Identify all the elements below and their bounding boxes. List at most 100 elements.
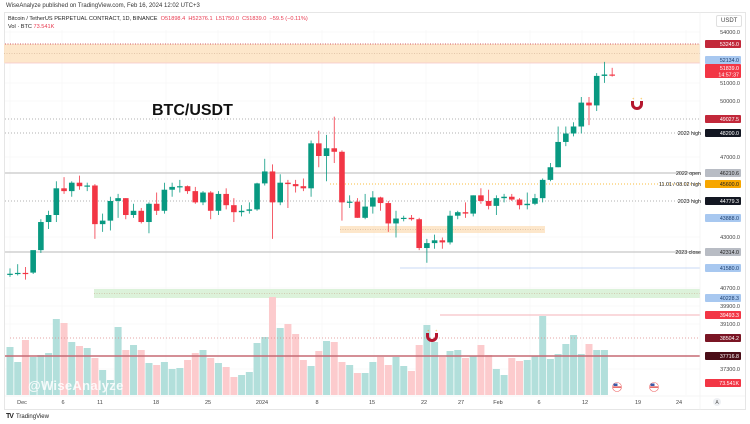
candle-body[interactable] [400,217,407,220]
volume-bar [423,325,431,395]
candle-body[interactable] [501,196,507,199]
candle-body[interactable] [153,203,160,211]
candle-body[interactable] [447,215,453,243]
candle-body[interactable] [416,219,422,249]
candle-body[interactable] [184,186,191,192]
candle-body[interactable] [424,243,430,249]
volume-value: 73.541K [33,24,55,30]
candle-body[interactable] [555,141,561,168]
candle-body[interactable] [246,209,253,211]
candle-body[interactable] [169,186,175,190]
candle-body[interactable] [377,197,384,204]
candle-body[interactable] [346,201,353,203]
candle-body[interactable] [493,198,500,206]
candle-body[interactable] [408,217,415,220]
candle-body[interactable] [123,198,129,216]
candle-body[interactable] [223,193,229,206]
candle-body[interactable] [107,200,114,221]
candle-body[interactable] [532,198,538,204]
candle-body[interactable] [539,179,546,199]
currency-button[interactable]: USDT [716,15,743,27]
candle-body[interactable] [68,182,75,192]
candle-body[interactable] [254,183,260,210]
volume-bar [415,345,423,395]
candle-body[interactable] [99,220,106,225]
candle-body[interactable] [115,198,121,201]
candle-body[interactable] [261,171,268,184]
candle-body[interactable] [385,203,392,224]
candle-body[interactable] [547,167,554,180]
candle-body[interactable] [231,205,237,213]
auto-scale-button[interactable] [713,398,721,406]
candle-body[interactable] [45,215,52,223]
date-tick: 15 [369,400,375,406]
candle-body[interactable] [362,206,368,218]
candle-body[interactable] [14,272,21,275]
tradingview-logo[interactable]: TV TradingView [6,413,49,420]
tv-brand: TradingView [15,413,49,420]
candle-body[interactable] [30,250,36,273]
candle-body[interactable] [7,273,13,275]
candle-body[interactable] [161,189,168,211]
candle-body[interactable] [470,195,476,214]
candle-body[interactable] [316,143,322,156]
volume-bar [315,351,323,395]
candle-body[interactable] [609,74,615,76]
candle-body[interactable] [146,203,152,223]
candle-body[interactable] [524,203,531,206]
candle-body[interactable] [439,240,446,243]
candle-body[interactable] [509,196,515,200]
candle-body[interactable] [586,102,592,106]
volume-bar [14,362,22,395]
candle-body[interactable] [61,188,67,192]
price-tick: 43000.0 [720,235,740,241]
candle-body[interactable] [300,186,307,189]
candle-body[interactable] [207,192,214,211]
candle-body[interactable] [563,133,569,142]
candle-body[interactable] [393,218,399,224]
candle-body[interactable] [177,186,183,188]
candle-body[interactable] [277,182,283,203]
candle-body[interactable] [601,74,608,76]
candle-body[interactable] [462,212,469,214]
price-label [705,115,741,123]
candle-body[interactable] [92,185,98,225]
price-label [705,294,741,302]
candle-body[interactable] [192,191,199,203]
candle-body[interactable] [593,75,600,106]
candle-body[interactable] [38,222,44,251]
candle-body[interactable] [570,126,577,134]
candle-body[interactable] [354,201,361,218]
candle-body[interactable] [292,184,299,187]
candle-body[interactable] [454,212,461,216]
candle-body[interactable] [485,200,492,206]
candle-body[interactable] [138,210,145,223]
candle-body[interactable] [516,199,523,206]
candle-body[interactable] [130,210,137,216]
candle-body[interactable] [323,148,330,156]
candle-body[interactable] [331,148,338,152]
candle-body[interactable] [339,151,345,203]
candle-body[interactable] [84,185,90,187]
volume-bar [29,357,37,395]
candle-body[interactable] [285,182,291,185]
volume-bar [184,360,192,395]
candle-body[interactable] [578,102,585,127]
price-label-text: 39493.3 [720,313,739,319]
candle-body[interactable] [269,171,276,203]
candle-body[interactable] [431,240,438,244]
candle-body[interactable] [53,188,60,216]
volume-bar [299,360,307,395]
candle-body[interactable] [200,192,206,203]
candle-body[interactable] [308,143,314,189]
tv-logo-icon: TV [6,413,14,420]
candle-body[interactable] [370,197,376,207]
candle-body[interactable] [478,195,484,201]
candle-body[interactable] [76,182,83,187]
candle-body[interactable] [22,272,29,275]
candle-body[interactable] [238,210,245,213]
candle-body[interactable] [215,193,222,211]
volume-bar [52,319,60,395]
price-tick: 54000.0 [720,30,740,36]
